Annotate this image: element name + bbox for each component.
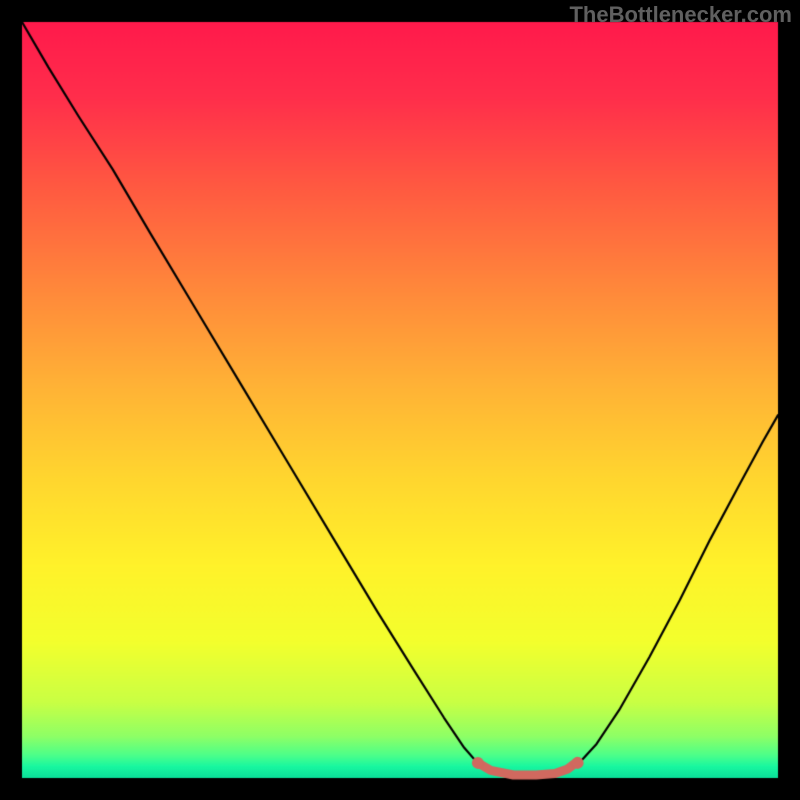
bottleneck-curve-chart bbox=[0, 0, 800, 800]
chart-container: TheBottlenecker.com bbox=[0, 0, 800, 800]
watermark-text: TheBottlenecker.com bbox=[569, 2, 792, 28]
